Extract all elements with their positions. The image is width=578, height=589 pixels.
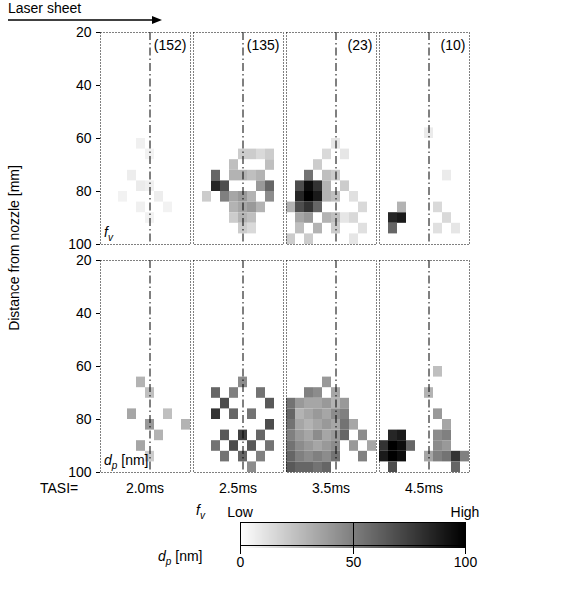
svg-text:60: 60 (76, 358, 92, 374)
html-text:fv: fv (104, 224, 113, 243)
html-text:3.5ms: 3.5ms (311, 480, 351, 496)
html-text:fv: fv (196, 502, 205, 521)
svg-text:50: 50 (346, 554, 362, 570)
html-text:Distance from nozzle [mm]: Distance from nozzle [mm] (6, 165, 22, 331)
svg-text:60: 60 (76, 130, 92, 146)
svg-text:(23): (23) (348, 37, 373, 53)
svg-text:20: 20 (76, 24, 92, 40)
svg-text:40: 40 (76, 77, 92, 93)
html-text:dp[nm]: dp[nm] (158, 548, 203, 567)
html-text:Low: Low (227, 504, 253, 520)
svg-text:100: 100 (68, 236, 92, 252)
html-text:dp[nm]: dp[nm] (104, 452, 149, 471)
html-text:4.5ms: 4.5ms (404, 480, 444, 496)
svg-text:80: 80 (76, 183, 92, 199)
html-text:2.5ms: 2.5ms (218, 480, 258, 496)
svg-text:40: 40 (76, 305, 92, 321)
html-text:Laser sheet: Laser sheet (8, 0, 82, 16)
svg-text:20: 20 (76, 252, 92, 268)
svg-text:(10): (10) (441, 37, 466, 53)
html-text:2.0ms: 2.0ms (125, 480, 165, 496)
html-text:TASI=: TASI= (40, 480, 79, 496)
svg-text:80: 80 (76, 411, 92, 427)
svg-text:(135): (135) (247, 37, 280, 53)
svg-text:0: 0 (237, 554, 245, 570)
html-text:High: High (450, 504, 480, 520)
svg-text:(152): (152) (154, 37, 187, 53)
svg-text:100: 100 (454, 554, 478, 570)
svg-text:100: 100 (68, 464, 92, 480)
